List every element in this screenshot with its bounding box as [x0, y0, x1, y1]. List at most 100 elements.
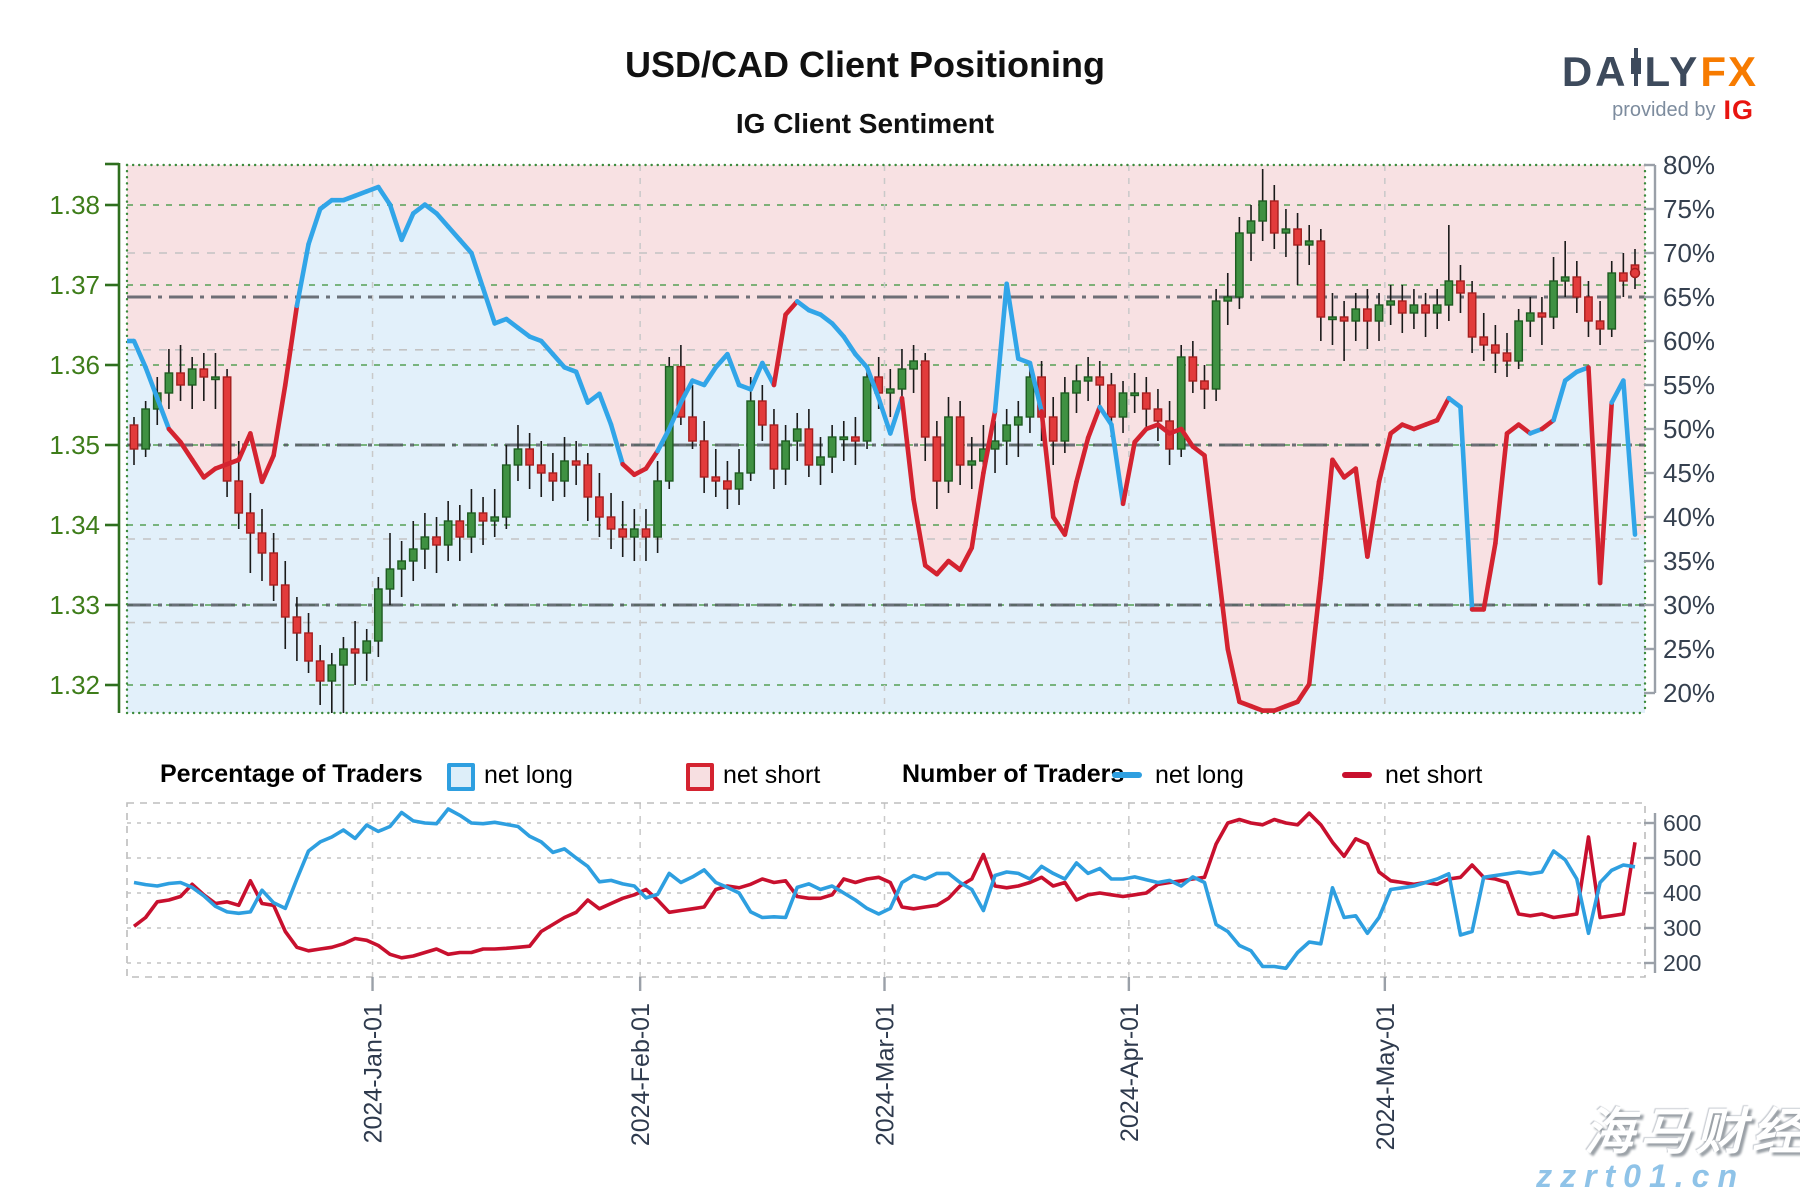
- candle-body-up: [1118, 392, 1128, 418]
- sentiment-line-segment: [957, 545, 975, 573]
- sentiment-line-segment: [981, 409, 998, 476]
- sentiment-line-segment: [1318, 457, 1335, 581]
- sentiment-line-segment: [1027, 360, 1044, 414]
- candle-body-down: [1572, 276, 1582, 298]
- percent-tick-label: 35%: [1663, 546, 1715, 576]
- candle-body-down: [595, 496, 604, 518]
- sentiment-line-segment: [1295, 681, 1312, 705]
- candle-body-up: [141, 408, 151, 450]
- price-tick-label: 1.36: [49, 350, 100, 380]
- provided-by-ig: provided by IG: [1612, 95, 1754, 126]
- sentiment-line-segment: [201, 466, 218, 480]
- price-tick-label: 1.34: [49, 510, 100, 540]
- traders-net-long-line: [133, 807, 1636, 971]
- candle-body-up: [1351, 308, 1361, 322]
- sentiment-line-segment: [248, 431, 265, 485]
- sentiment-line-segment: [1085, 404, 1103, 441]
- candle-body-down: [1490, 344, 1500, 354]
- candle-body-down: [269, 552, 279, 586]
- sentiment-line-segment: [1586, 365, 1603, 586]
- candle-body-up: [187, 368, 197, 386]
- candle-body-down: [525, 448, 535, 466]
- candle-body-up: [1025, 376, 1035, 418]
- sentiment-line-segment: [1004, 281, 1021, 361]
- candle-body-down: [618, 528, 628, 538]
- candle-body-down: [757, 400, 767, 426]
- sentiment-line-segment: [1155, 422, 1172, 436]
- sentiment-line-segment: [422, 202, 439, 216]
- sentiment-line-segment: [1551, 378, 1568, 423]
- candle-body-up: [1386, 300, 1396, 306]
- percent-tick-label: 30%: [1663, 590, 1715, 620]
- candle-body-up: [1013, 416, 1023, 426]
- candle-body-up: [990, 440, 1000, 450]
- candle-body-up: [164, 372, 174, 394]
- candle-body-down: [1095, 376, 1105, 386]
- sentiment-line-segment: [1504, 422, 1521, 436]
- sentiment-line-segment: [457, 237, 474, 256]
- candle-body-up: [909, 360, 918, 370]
- candle-body-up: [1060, 392, 1070, 442]
- candle-body-up: [385, 568, 395, 590]
- sentiment-line-segment: [1178, 426, 1196, 449]
- sentiment-line-segment: [1074, 435, 1091, 485]
- percent-tick-label: 65%: [1663, 282, 1715, 312]
- candle-body-down: [851, 436, 860, 442]
- sentiment-line-segment: [282, 303, 300, 388]
- sentiment-line-segment: [387, 202, 404, 243]
- candle-body-down: [769, 424, 779, 470]
- candle-body-down: [1339, 316, 1349, 322]
- sentiment-line-segment: [1109, 422, 1126, 507]
- watermark-brand: 海马财经: [1584, 1104, 1800, 1160]
- candle-body-down: [1188, 356, 1198, 382]
- sentiment-line-segment: [783, 299, 800, 317]
- percent-tick-label: 50%: [1663, 414, 1715, 444]
- candle-body-up: [1514, 320, 1524, 362]
- candle-body-up: [827, 436, 837, 458]
- sentiment-line-segment: [876, 395, 893, 436]
- legend-num-netlong-label: net long: [1155, 761, 1244, 789]
- sentiment-line-segment: [818, 312, 835, 326]
- candle-body-up: [1328, 316, 1337, 321]
- sentiment-line-segment: [713, 351, 730, 370]
- count-tick-label: 200: [1663, 950, 1701, 976]
- candle-body-up: [513, 448, 523, 466]
- sentiment-line-segment: [399, 211, 416, 243]
- last-price-dot: [1629, 267, 1641, 279]
- sentiment-line-segment: [608, 422, 625, 467]
- logo-text-da: DA: [1561, 48, 1629, 95]
- candle-body-down: [304, 632, 313, 662]
- candle-body-up: [1560, 276, 1570, 282]
- candle-body-down: [350, 648, 360, 654]
- count-tick-label: 500: [1663, 845, 1701, 871]
- candle-body-down: [1456, 280, 1465, 294]
- sentiment-line-segment: [1039, 409, 1056, 520]
- candle-body-down: [1502, 352, 1512, 362]
- percent-tick-label: 70%: [1663, 238, 1715, 268]
- sentiment-line-segment: [178, 439, 195, 463]
- sentiment-line-segment: [504, 316, 521, 331]
- candle-body-down: [536, 464, 546, 474]
- legend-pct-netlong-swatch: [447, 763, 475, 791]
- candle-body-down: [804, 428, 814, 466]
- candle-body-up: [420, 536, 430, 550]
- candle-body-down: [1269, 200, 1279, 234]
- logo-text-ly: LY: [1644, 48, 1701, 95]
- legend-num-heading: Number of Traders: [902, 760, 1125, 788]
- candle-body-down: [723, 480, 732, 490]
- candle-body-up: [734, 472, 744, 490]
- candle-body-up: [1211, 300, 1221, 390]
- candle-body-up: [792, 428, 802, 442]
- sentiment-line-segment: [143, 365, 160, 401]
- candle-body-up: [1525, 312, 1535, 322]
- sentiment-line-segment: [480, 285, 498, 326]
- sentiment-line-segment: [1225, 646, 1242, 705]
- legend-num-netshort-swatch: [1342, 772, 1372, 778]
- candle-body-down: [1316, 240, 1326, 318]
- sentiment-line-segment: [1481, 541, 1498, 612]
- candle-body-down: [292, 616, 302, 634]
- candle-body-down: [1397, 300, 1407, 314]
- sentiment-line-segment: [841, 334, 858, 357]
- candle-body-down: [1479, 336, 1489, 346]
- sentiment-line-segment: [1306, 576, 1324, 687]
